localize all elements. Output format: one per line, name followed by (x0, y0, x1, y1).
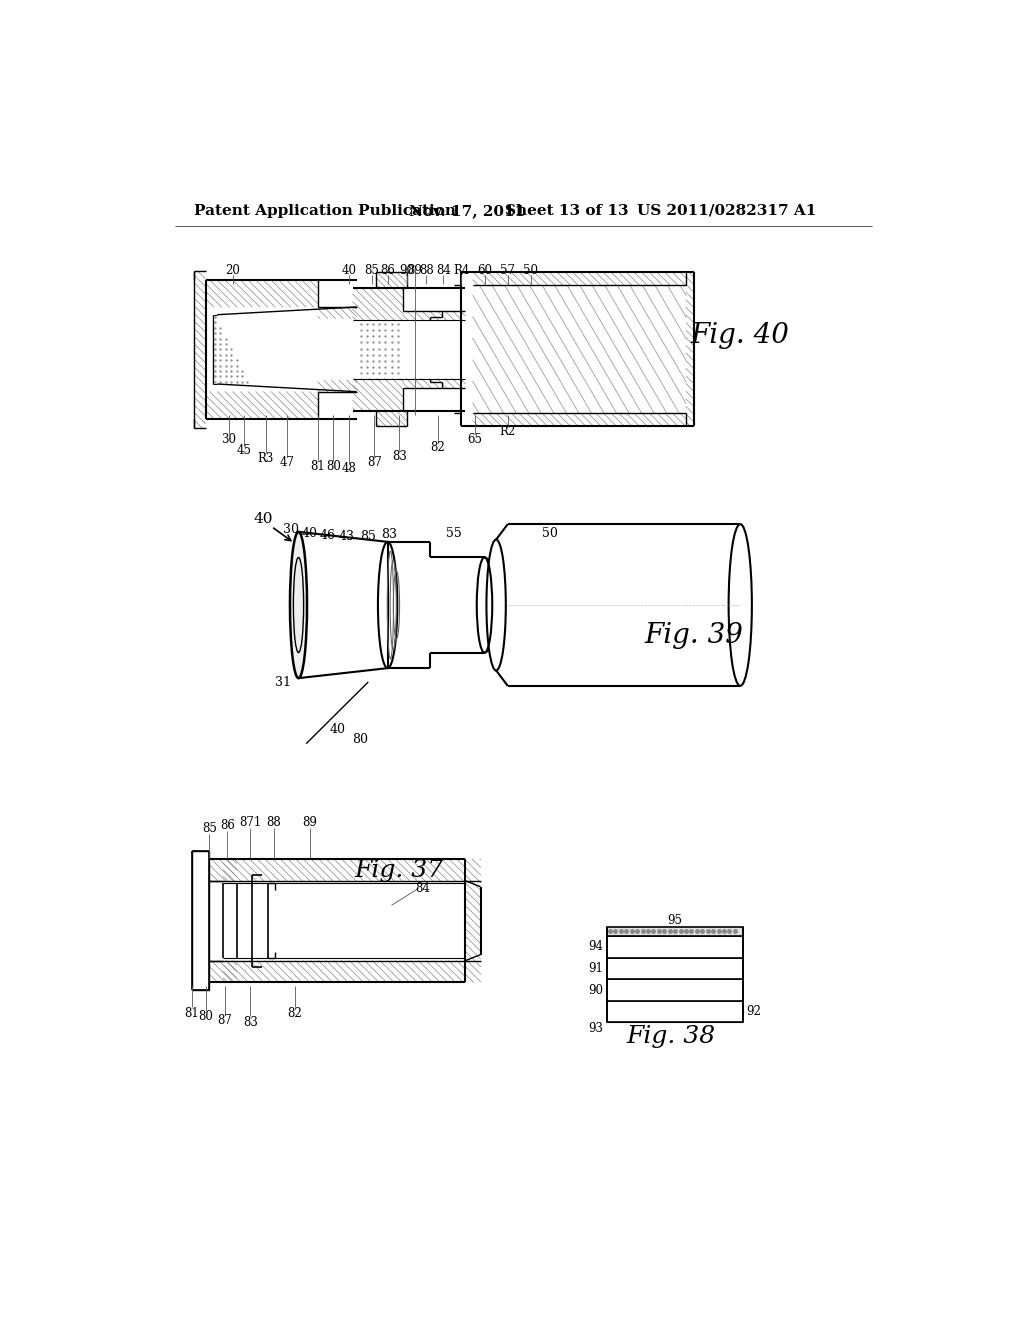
Text: 80: 80 (352, 733, 369, 746)
Text: Fig. 40: Fig. 40 (691, 322, 790, 348)
Text: 40: 40 (341, 264, 356, 277)
Ellipse shape (729, 524, 752, 686)
Text: 87: 87 (367, 455, 382, 469)
Text: 84: 84 (436, 264, 451, 277)
Text: 30: 30 (221, 433, 237, 446)
Text: Fig. 39: Fig. 39 (644, 622, 743, 649)
Text: 86: 86 (220, 818, 234, 832)
Text: 82: 82 (431, 441, 445, 454)
Text: 89: 89 (408, 264, 422, 277)
Text: 95: 95 (667, 915, 682, 927)
Text: 90: 90 (588, 983, 603, 997)
Text: 82: 82 (288, 1007, 302, 1019)
Bar (193, 851, 209, 990)
Text: 20: 20 (225, 264, 240, 277)
Text: 47: 47 (280, 455, 294, 469)
Text: 40: 40 (330, 723, 345, 737)
Text: 65: 65 (468, 433, 482, 446)
Text: 81: 81 (310, 459, 326, 473)
Text: Sheet 13 of 13: Sheet 13 of 13 (506, 203, 629, 218)
Text: R4: R4 (453, 264, 469, 277)
Text: 45: 45 (237, 445, 252, 458)
Text: 50: 50 (543, 527, 558, 540)
Text: 40: 40 (254, 512, 273, 525)
Text: 85: 85 (365, 264, 380, 277)
Text: 83: 83 (243, 1016, 258, 1028)
Text: 46: 46 (319, 529, 336, 543)
Text: 94: 94 (588, 940, 603, 953)
Text: 43: 43 (339, 529, 354, 543)
Bar (607, 1001, 742, 1022)
Bar (607, 979, 742, 1001)
Text: Fig. 38: Fig. 38 (626, 1024, 715, 1048)
Text: 50: 50 (523, 264, 539, 277)
Text: 80: 80 (326, 459, 341, 473)
Text: 92: 92 (746, 1005, 761, 1018)
Text: 87: 87 (217, 1014, 232, 1027)
Text: 81: 81 (184, 1007, 199, 1019)
Text: 90: 90 (399, 264, 415, 277)
Ellipse shape (290, 532, 307, 678)
Ellipse shape (486, 540, 506, 671)
Text: 85: 85 (202, 822, 217, 834)
Text: Patent Application Publication: Patent Application Publication (194, 203, 456, 218)
Text: 871: 871 (240, 816, 261, 829)
Bar (607, 927, 742, 936)
Bar (607, 936, 742, 958)
Text: 31: 31 (275, 676, 291, 689)
Text: R2: R2 (500, 425, 516, 438)
Text: 83: 83 (381, 528, 397, 541)
Text: 86: 86 (380, 264, 395, 277)
Text: 80: 80 (198, 1010, 213, 1023)
Text: 89: 89 (303, 816, 317, 829)
Text: 88: 88 (419, 264, 434, 277)
Bar (607, 958, 742, 979)
Text: 83: 83 (392, 450, 407, 463)
Text: 88: 88 (266, 816, 281, 829)
Text: 57: 57 (501, 264, 515, 277)
Text: 40: 40 (302, 527, 318, 540)
Text: 30: 30 (283, 523, 299, 536)
Text: 60: 60 (477, 264, 492, 277)
Text: 48: 48 (341, 462, 356, 475)
Text: R3: R3 (258, 453, 274, 465)
Text: 93: 93 (588, 1022, 603, 1035)
Text: 84: 84 (415, 882, 430, 895)
Text: 85: 85 (360, 529, 376, 543)
Text: Nov. 17, 2011: Nov. 17, 2011 (409, 203, 524, 218)
Text: US 2011/0282317 A1: US 2011/0282317 A1 (637, 203, 816, 218)
Text: 55: 55 (445, 527, 462, 540)
Text: Fig. 37: Fig. 37 (354, 859, 443, 882)
Text: 91: 91 (588, 962, 603, 975)
